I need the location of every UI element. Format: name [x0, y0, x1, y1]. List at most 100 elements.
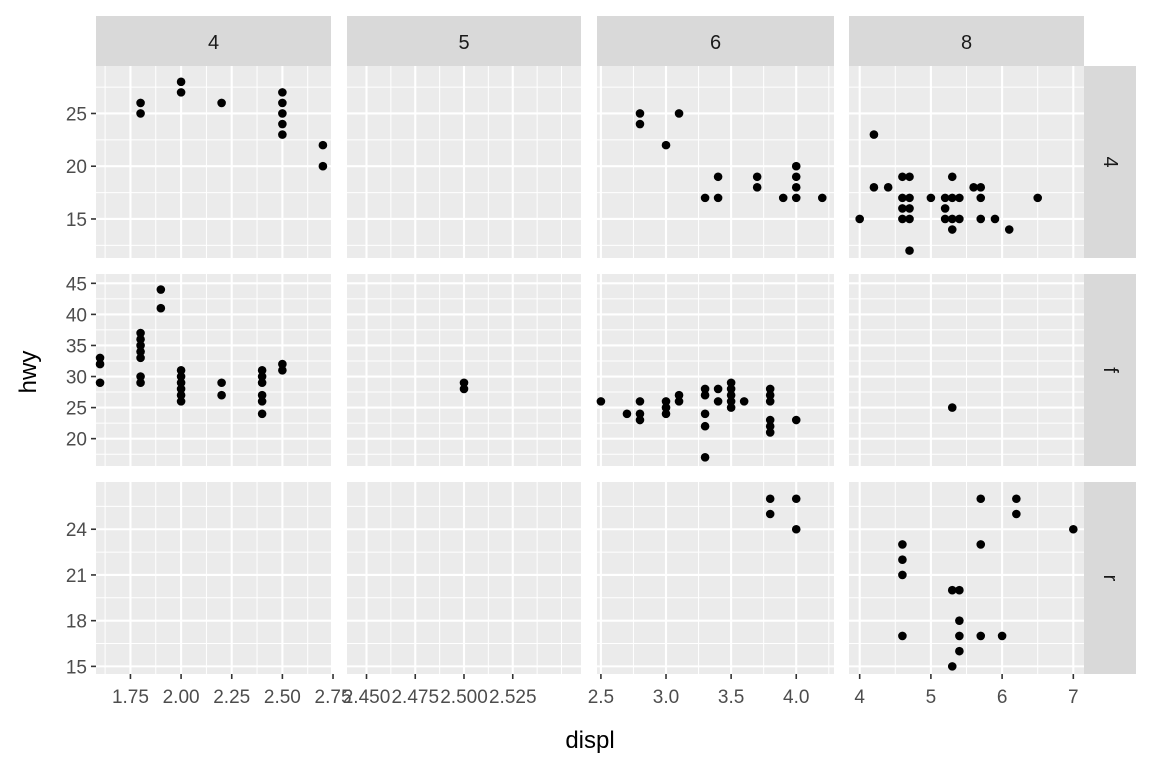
data-point — [318, 140, 328, 150]
row-strip-label: 4 — [1099, 156, 1121, 167]
data-point — [278, 98, 287, 108]
facet-panels — [95, 66, 1084, 674]
data-point — [622, 409, 632, 419]
panel-4-5 — [347, 66, 581, 258]
data-point — [217, 378, 226, 388]
column-strip-6 — [597, 16, 834, 66]
data-point — [976, 183, 986, 192]
data-point — [976, 214, 986, 224]
data-point — [257, 397, 267, 406]
data-point — [713, 384, 723, 394]
panel-4-4 — [96, 66, 331, 258]
data-point — [869, 183, 879, 192]
data-point — [791, 415, 801, 425]
x-tick-label: 2.525 — [489, 687, 537, 708]
data-point — [278, 119, 287, 129]
data-point — [257, 409, 267, 419]
data-point — [661, 409, 671, 419]
y-tick-label: 21 — [66, 566, 87, 587]
data-point — [791, 172, 801, 182]
data-point — [791, 524, 801, 534]
data-point — [674, 397, 684, 406]
y-axis-title: hwy — [15, 351, 42, 394]
data-point — [940, 214, 950, 224]
data-point — [905, 193, 914, 203]
data-point — [898, 172, 907, 182]
data-point — [765, 428, 775, 437]
column-strip-5 — [347, 16, 581, 66]
data-point — [976, 193, 986, 203]
data-point — [955, 214, 964, 224]
data-point — [905, 214, 914, 224]
data-point — [726, 378, 736, 388]
data-point — [869, 130, 879, 139]
column-strip-label: 4 — [208, 32, 219, 54]
data-point — [765, 421, 775, 431]
data-point — [898, 204, 907, 213]
y-tick-label: 20 — [66, 430, 87, 451]
data-point — [700, 421, 710, 431]
data-point — [947, 193, 957, 203]
data-point — [700, 409, 710, 419]
data-point — [95, 359, 105, 369]
data-point — [940, 204, 950, 213]
column-strip-4 — [96, 16, 331, 66]
data-point — [765, 390, 775, 400]
data-point — [661, 403, 671, 412]
row-strip-f — [1084, 274, 1136, 466]
data-point — [257, 372, 267, 381]
data-point — [969, 183, 978, 192]
data-point — [635, 415, 645, 425]
panel-f-8 — [849, 274, 1084, 466]
data-point — [713, 193, 723, 203]
data-point — [976, 631, 986, 641]
data-point — [176, 390, 186, 400]
panel-f-5 — [347, 274, 581, 466]
panel-background — [597, 274, 834, 466]
data-point — [898, 193, 907, 203]
data-point — [955, 631, 964, 641]
data-point — [739, 397, 749, 406]
x-tick-label: 3.5 — [718, 687, 744, 708]
data-point — [635, 109, 645, 118]
column-strip-label: 6 — [710, 32, 721, 54]
data-point — [955, 616, 964, 625]
y-tick-label: 40 — [66, 305, 87, 326]
data-point — [136, 347, 145, 356]
panel-background — [96, 66, 331, 258]
data-point — [136, 334, 145, 344]
data-point — [700, 453, 710, 462]
x-tick-label: 5 — [926, 687, 937, 708]
panel-background — [597, 66, 834, 258]
data-point — [635, 409, 645, 419]
y-tick-label: 45 — [66, 274, 87, 295]
data-point — [752, 172, 762, 182]
data-point — [700, 193, 710, 203]
x-tick-label: 7 — [1068, 687, 1079, 708]
data-point — [1069, 524, 1078, 534]
data-point — [136, 109, 145, 118]
data-point — [278, 366, 287, 375]
x-tick-label: 4.0 — [783, 687, 809, 708]
data-point — [176, 397, 186, 406]
panel-background — [597, 482, 834, 674]
y-axes: 15 20 25 20 25 30 35 40 45 15 18 21 24 — [66, 104, 96, 678]
panel-background — [96, 482, 331, 674]
data-point — [136, 372, 145, 381]
data-point — [257, 366, 267, 375]
data-point — [1012, 509, 1021, 519]
row-strips: 4 f r — [1084, 66, 1136, 674]
data-point — [136, 353, 145, 363]
data-point — [955, 646, 964, 656]
x-tick-label: 4 — [854, 687, 865, 708]
panel-r-8 — [849, 482, 1084, 674]
y-tick-label: 25 — [66, 104, 87, 125]
x-tick-label: 3.0 — [653, 687, 679, 708]
data-point — [752, 183, 762, 192]
data-point — [905, 246, 914, 255]
data-point — [95, 378, 105, 388]
data-point — [765, 509, 775, 519]
data-point — [791, 183, 801, 192]
data-point — [1012, 494, 1021, 504]
data-point — [700, 390, 710, 400]
